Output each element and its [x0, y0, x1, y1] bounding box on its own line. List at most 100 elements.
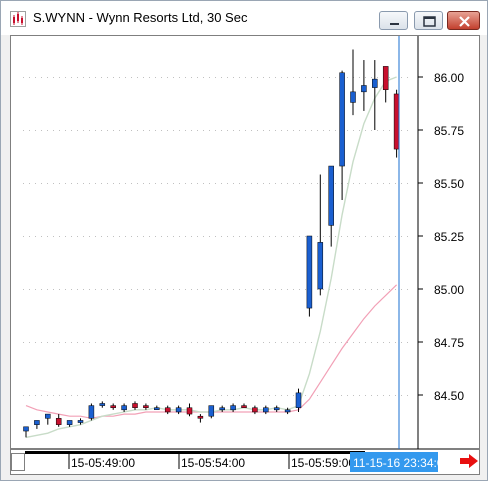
grid-dot: [347, 183, 348, 184]
time-tick-label: 15-05:59:00: [291, 456, 355, 470]
maximize-button[interactable]: [414, 11, 443, 30]
grid-dot: [233, 130, 234, 131]
grid-dot: [71, 289, 72, 290]
grid-dot: [29, 289, 30, 290]
cursor-label-background: [350, 452, 438, 472]
candle-down: [55, 418, 62, 425]
grid-dot: [23, 342, 24, 343]
grid-dot: [215, 130, 216, 131]
grid-dot: [59, 183, 60, 184]
grid-dot: [167, 130, 168, 131]
grid-dot: [287, 395, 288, 396]
grid-dot: [185, 130, 186, 131]
grid-dot: [131, 289, 132, 290]
grid-dot: [365, 289, 366, 290]
grid-dot: [341, 236, 342, 237]
grid-dot: [377, 236, 378, 237]
grid-dot: [227, 236, 228, 237]
candle-down: [143, 405, 149, 408]
candle-up: [263, 407, 269, 413]
grid-dot: [29, 130, 30, 131]
grid-dot: [77, 236, 78, 237]
grid-dot: [275, 289, 276, 290]
grid-dot: [113, 77, 114, 78]
grid-dot: [65, 236, 66, 237]
grid-dot: [173, 183, 174, 184]
scroll-left-box[interactable]: [11, 453, 25, 471]
grid-dot: [95, 130, 96, 131]
chart-app-icon[interactable]: [10, 11, 26, 27]
grid-dot: [125, 342, 126, 343]
grid-dot: [305, 77, 306, 78]
grid-dot: [125, 236, 126, 237]
candle-up: [99, 403, 106, 406]
grid-dot: [293, 395, 294, 396]
grid-dot: [317, 289, 318, 290]
time-tick-label: 15-05:49:00: [71, 456, 135, 470]
title-bar[interactable]: S.WYNN - Wynn Resorts Ltd, 30 Sec: [1, 1, 487, 35]
grid-dot: [401, 395, 402, 396]
grid-dot: [293, 342, 294, 343]
grid-dot: [353, 183, 354, 184]
candles: [23, 49, 400, 438]
grid-dot: [215, 342, 216, 343]
candle-up: [328, 165, 334, 226]
grid-dot: [383, 236, 384, 237]
price-tick-label: 86.00: [434, 71, 464, 85]
grid-dot: [215, 395, 216, 396]
grid-dot: [47, 342, 48, 343]
grid-dot: [203, 236, 204, 237]
price-tick-label: 84.75: [434, 336, 464, 350]
grid-dot: [305, 130, 306, 131]
grid-dot: [347, 395, 348, 396]
grid-dot: [41, 130, 42, 131]
close-button[interactable]: [447, 11, 480, 30]
grid-dot: [377, 77, 378, 78]
grid-dot: [137, 130, 138, 131]
grid-dot: [311, 77, 312, 78]
grid-dot: [209, 289, 210, 290]
grid-dot: [275, 77, 276, 78]
grid-dot: [323, 342, 324, 343]
grid-dot: [263, 342, 264, 343]
grid-dot: [395, 395, 396, 396]
grid-dot: [179, 77, 180, 78]
grid-dot: [83, 183, 84, 184]
grid-dot: [149, 236, 150, 237]
grid-dot: [83, 395, 84, 396]
grid-dot: [137, 289, 138, 290]
minimize-button[interactable]: [379, 11, 408, 30]
candlestick-chart[interactable]: 86.00 85.75 85.50 85.25 85.00 84.75 84.50 15-0…: [11, 36, 479, 474]
grid-dot: [317, 236, 318, 237]
grid-dot: [227, 183, 228, 184]
chart-area[interactable]: 86.00 85.75 85.50 85.25 85.00 84.75 84.50 15-0…: [10, 35, 480, 475]
grid-dot: [383, 395, 384, 396]
grid-dot: [377, 342, 378, 343]
grid-dot: [29, 77, 30, 78]
time-axis-ticks: 15-05:49:00 15-05:54:00 15-05:59:00: [68, 454, 355, 470]
grid-dot: [305, 236, 306, 237]
grid-dot: [371, 236, 372, 237]
grid-dot: [359, 130, 360, 131]
scroll-right-arrow-icon[interactable]: [459, 454, 479, 468]
grid-dot: [125, 77, 126, 78]
time-axis-bar: [25, 451, 365, 454]
grid-dot: [197, 130, 198, 131]
grid-dot: [233, 342, 234, 343]
grid-dot: [113, 183, 114, 184]
grid-dot: [35, 183, 36, 184]
grid-dot: [257, 395, 258, 396]
grid-dot: [263, 236, 264, 237]
grid-dot: [65, 342, 66, 343]
grid-dot: [83, 236, 84, 237]
grid-dot: [233, 236, 234, 237]
grid-dot: [155, 183, 156, 184]
grid-dot: [329, 77, 330, 78]
grid-dot: [35, 342, 36, 343]
grid-dot: [35, 236, 36, 237]
grid-dot: [179, 342, 180, 343]
grid-dot: [173, 130, 174, 131]
grid-dot: [59, 77, 60, 78]
grid-dot: [149, 289, 150, 290]
grid-dot: [335, 342, 336, 343]
